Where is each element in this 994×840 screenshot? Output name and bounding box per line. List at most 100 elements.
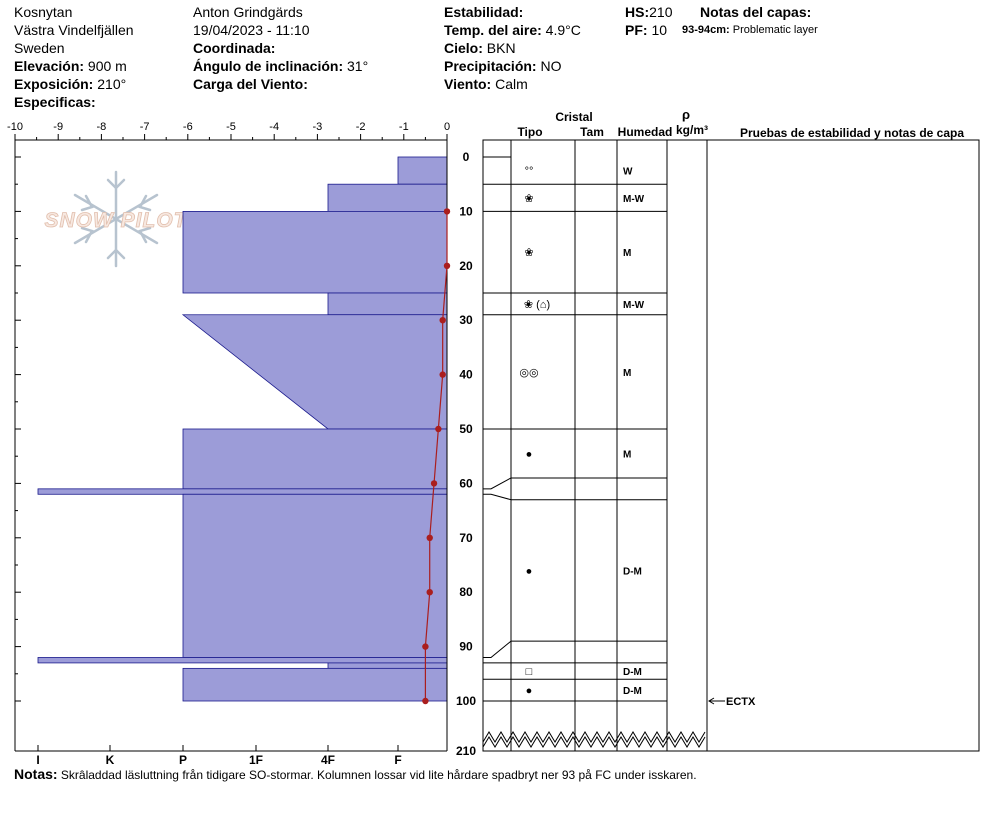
hardness-tick-label: I — [36, 753, 39, 767]
aspect-value: 210° — [97, 76, 127, 92]
hardness-bar — [182, 428, 448, 490]
header-observer: Anton Grindgärds 19/04/2023 - 11:10 Coor… — [193, 3, 368, 93]
wind-row: Viento: Calm — [444, 75, 581, 93]
coordinate-label: Coordinada: — [193, 40, 276, 56]
elevation-label: Elevación: — [14, 58, 85, 74]
layer-connector-line — [483, 640, 512, 658]
moisture-value: D-M — [623, 566, 642, 577]
temperature-tick-label: -5 — [226, 121, 236, 133]
temperature-point — [426, 534, 433, 541]
hs-label: HS: — [625, 4, 650, 20]
pf-value: 10 — [651, 22, 668, 38]
temperature-tick-label: -4 — [269, 121, 279, 133]
precip-value: NO — [540, 58, 562, 74]
sky-row: Cielo: BKN — [444, 39, 581, 57]
moisture-value: D-M — [623, 686, 642, 697]
hardness-tick-label: 4F — [321, 753, 335, 767]
grain-type-symbol: ❀ (⌂) — [524, 299, 550, 311]
depth-tick-label: 50 — [459, 422, 473, 436]
air-temp-label: Temp. del aire: — [444, 22, 542, 38]
wind-value: Calm — [495, 76, 528, 92]
temperature-point — [439, 317, 446, 324]
temperature-tick-label: -6 — [183, 121, 193, 133]
crystal-header: Cristal — [555, 110, 592, 124]
depth-tick-label: 100 — [456, 694, 476, 708]
moisture-value: M — [623, 449, 631, 460]
hardness-tick-label: P — [179, 753, 187, 767]
temperature-tick-label: -2 — [356, 121, 366, 133]
observation-datetime: 19/04/2023 - 11:10 — [193, 22, 310, 38]
temperature-tick-label: -1 — [399, 121, 409, 133]
depth-tick-label: 70 — [459, 531, 473, 545]
moisture-value: D-M — [623, 667, 642, 678]
temperature-tick-label: -10 — [7, 121, 23, 133]
temperature-tick-label: -3 — [313, 121, 323, 133]
observer-name: Anton Grindgärds — [193, 4, 303, 20]
aspect-row: Exposición: 210° — [14, 75, 134, 93]
depth-break-zigzag — [482, 731, 706, 743]
aspect-label: Exposición: — [14, 76, 94, 92]
header-site: Kosnytan Västra Vindelfjällen Sweden Ele… — [14, 3, 134, 111]
air-temp-row: Temp. del aire: 4.9°C — [444, 21, 581, 39]
hardness-bar — [182, 210, 448, 294]
depth-tick-label: 0 — [463, 150, 470, 164]
specifics-label: Especificas: — [14, 94, 96, 110]
hardness-bar — [37, 657, 448, 664]
depth-tick-label: 10 — [459, 204, 473, 218]
density-unit-header: kg/m³ — [676, 123, 708, 137]
moisture-header: Humedad — [618, 125, 673, 139]
temperature-point — [443, 208, 451, 215]
sky-value: BKN — [486, 40, 516, 56]
location-name: Kosnytan — [14, 4, 73, 20]
wind-load-row: Carga del Viento: — [193, 75, 368, 93]
hs-row: HS:210 — [625, 3, 672, 21]
grain-type-symbol: ● — [526, 685, 533, 697]
layer-notes-label: Notas del capas: — [700, 4, 812, 20]
coordinate-row: Coordinada: — [193, 39, 368, 57]
temperature-tick-label: -8 — [97, 121, 107, 133]
header-weather: Estabilidad: Temp. del aire: 4.9°C Cielo… — [444, 3, 581, 93]
grain-type-symbol: □ — [526, 666, 533, 678]
layer-table-frame — [482, 139, 980, 752]
moisture-value: M-W — [623, 194, 645, 205]
moisture-value: M-W — [623, 300, 645, 311]
country-name: Sweden — [14, 40, 65, 56]
layer-note-text: Problematic layer — [732, 24, 818, 36]
moisture-value: M — [623, 368, 631, 379]
hardness-tick-label: F — [394, 753, 401, 767]
pf-label: PF: — [625, 22, 648, 38]
snowflake-icon — [73, 170, 159, 268]
precip-label: Precipitación: — [444, 58, 537, 74]
hardness-bar — [327, 183, 448, 212]
notes-block: Notas: Skrâladdad läsluttning från tidig… — [14, 766, 697, 782]
layer-connector-line — [483, 477, 512, 490]
header-layer-notes: Notas del capas: 93-94cm: Problematic la… — [682, 3, 818, 39]
depth-tick-label: 210 — [456, 744, 476, 758]
temperature-point — [443, 262, 451, 269]
precip-row: Precipitación: NO — [444, 57, 581, 75]
temperature-tick-label: -9 — [53, 121, 63, 133]
slope-label: Ángulo de inclinación: — [193, 58, 344, 74]
notes-label: Notas: — [14, 766, 58, 782]
temperature-point — [435, 425, 442, 433]
depth-tick-label: 80 — [459, 585, 473, 599]
temperature-point — [422, 643, 429, 650]
elevation-row: Elevación: 900 m — [14, 57, 134, 75]
watermark-text: SNOW PILOT — [45, 209, 189, 232]
temperature-point — [439, 371, 446, 378]
temperature-tick-label: -7 — [140, 121, 150, 133]
depth-tick-label: 20 — [459, 259, 473, 273]
region-name: Västra Vindelfjällen — [14, 22, 134, 38]
layer-connector-line — [483, 493, 512, 501]
hardness-bar — [182, 493, 448, 658]
specifics-row: Especificas: — [14, 93, 134, 111]
stability-test-result: ECTX — [726, 696, 756, 708]
header-hs-pf: HS:210 PF: 10 — [625, 3, 672, 39]
hardness-bar — [397, 156, 448, 185]
temperature-point — [430, 480, 438, 487]
moisture-value: M — [623, 248, 631, 259]
hardness-tick-label: 1F — [249, 753, 263, 767]
layer-note-range: 93-94cm: — [682, 24, 730, 36]
hardness-bar — [181, 314, 448, 430]
